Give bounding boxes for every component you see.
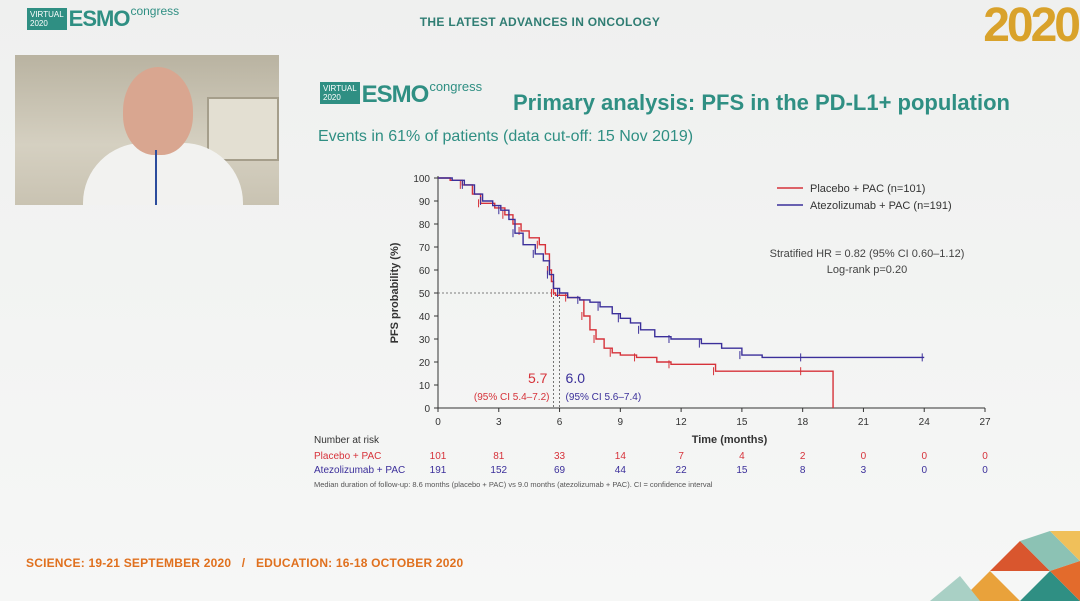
slide-logo-year-text: 2020 [323,93,341,102]
risk-table-cell: 2 [800,451,806,462]
y-tick-label: 0 [424,404,430,415]
y-tick-label: 40 [419,312,431,323]
risk-table-cell: 81 [493,451,505,462]
x-tick-label: 12 [676,417,688,428]
risk-table-cell: 8 [800,465,806,476]
x-tick-label: 24 [919,417,931,428]
median-value-atezolizumab: 6.0 [566,370,586,386]
y-tick-label: 20 [419,358,431,369]
chart-footnote: Median duration of follow-up: 8.6 months… [314,480,713,489]
risk-table-row-label: Atezolizumab + PAC [314,465,405,476]
risk-table-cell: 0 [982,451,988,462]
x-tick-label: 21 [858,417,870,428]
risk-table-title: Number at risk [314,435,380,446]
risk-table-cell: 191 [430,465,447,476]
median-ci-atezolizumab: (95% CI 5.6–7.4) [566,392,642,403]
risk-table-cell: 0 [921,451,927,462]
risk-table-cell: 152 [490,465,507,476]
logo-congress-text: congress [130,4,180,18]
esmo-logo-top: VIRTUAL 2020 ESMO congress [27,4,179,31]
x-tick-label: 15 [736,417,748,428]
x-tick-label: 18 [797,417,809,428]
hazard-ratio-text: Stratified HR = 0.82 (95% CI 0.60–1.12) [770,248,965,260]
bookshelf [207,97,279,161]
big-year-text: 2020 [983,0,1080,52]
slide-logo-virtual-text: VIRTUAL [323,84,357,93]
slide-logo-congress-text: congress [429,79,483,94]
median-value-placebo: 5.7 [528,370,548,386]
slide-title: Primary analysis: PFS in the PD-L1+ popu… [513,90,1010,115]
risk-table-cell: 101 [430,451,447,462]
logo-esmo-text: ESMO [68,6,131,31]
risk-table-cell: 7 [678,451,684,462]
footer-dates: SCIENCE: 19-21 SEPTEMBER 2020 / EDUCATIO… [26,556,464,570]
atezolizumab-curve [438,177,925,359]
risk-table-cell: 69 [554,465,566,476]
risk-table-row-label: Placebo + PAC [314,451,381,462]
logo-virtual-text: VIRTUAL [30,10,64,19]
y-tick-label: 70 [419,243,431,254]
legend-label: Atezolizumab + PAC (n=191) [810,200,952,212]
risk-table-cell: 14 [615,451,627,462]
risk-table-cell: 4 [739,451,745,462]
risk-table-cell: 44 [615,465,627,476]
x-tick-label: 0 [435,417,441,428]
y-axis-title: PFS probability (%) [389,242,401,343]
x-tick-label: 3 [496,417,502,428]
legend-label: Placebo + PAC (n=101) [810,183,925,195]
x-tick-label: 6 [557,417,563,428]
risk-table-cell: 15 [736,465,748,476]
risk-table-cell: 0 [921,465,927,476]
risk-table-cell: 3 [861,465,867,476]
speaker-head [123,67,193,155]
y-tick-label: 10 [419,381,431,392]
median-ci-placebo: (95% CI 5.4–7.2) [474,392,550,403]
x-tick-label: 27 [979,417,991,428]
conference-banner-title: THE LATEST ADVANCES IN ONCOLOGY [419,15,661,29]
slide-subtitle: Events in 61% of patients (data cut-off:… [318,128,694,145]
risk-table-cell: 0 [861,451,867,462]
risk-table-cell: 33 [554,451,566,462]
y-tick-label: 90 [419,197,431,208]
placebo-curve [438,177,834,408]
speaker-video [15,55,279,205]
big-year-logo: 2020 [983,0,1080,53]
y-tick-label: 50 [419,289,431,300]
risk-table-cell: 22 [676,465,688,476]
y-tick-label: 80 [419,220,431,231]
logo-year-text: 2020 [30,19,48,28]
logrank-text: Log-rank p=0.20 [827,264,907,276]
speaker-lanyard [155,150,157,205]
y-tick-label: 100 [413,174,430,185]
x-axis-title: Time (months) [692,434,768,446]
y-tick-label: 30 [419,335,431,346]
logo-virtual-box: VIRTUAL 2020 [27,8,67,30]
risk-table-cell: 0 [982,465,988,476]
slide-logo-virtual-box: VIRTUAL 2020 [320,82,360,104]
y-tick-label: 60 [419,266,431,277]
x-tick-label: 9 [618,417,624,428]
slide-logo-esmo-text: ESMO [361,81,430,108]
decorative-triangles [930,531,1080,601]
esmo-logo-slide: VIRTUAL 2020 ESMO congress [320,79,483,108]
